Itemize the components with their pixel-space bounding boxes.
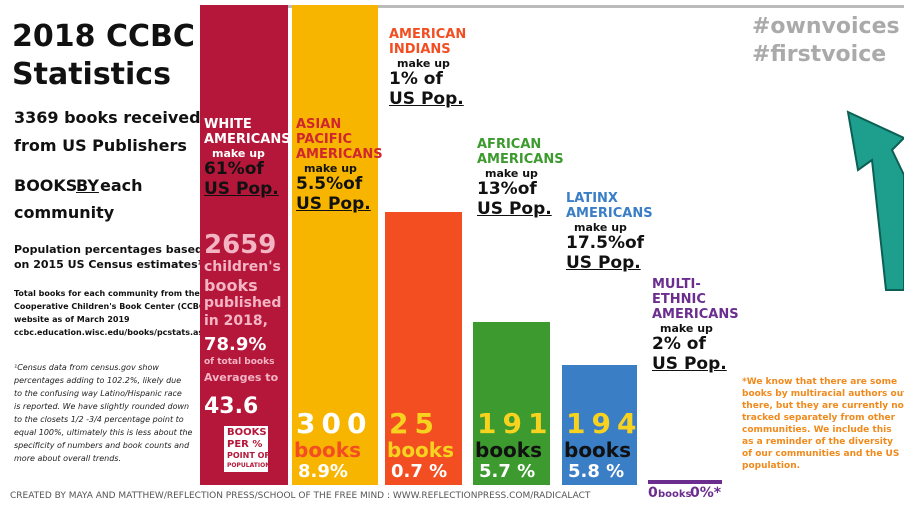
books-stat: children's: [204, 260, 281, 274]
population-percent: 17.5%of: [566, 235, 644, 252]
totals-note: Cooperative Children's Book Center (CCBC…: [14, 303, 208, 311]
make-up: make up: [574, 222, 627, 233]
books-stat: 2659: [204, 232, 276, 258]
group-name: AFRICAN: [477, 138, 541, 151]
books-word: books: [475, 440, 542, 460]
group-name: INDIANS: [389, 43, 451, 56]
census-note: Population percentages based: [14, 244, 203, 255]
population-percent: 2% of: [652, 336, 706, 353]
title: Statistics: [12, 60, 171, 90]
book-share: 0.7 %: [391, 463, 447, 481]
group-name: AMERICANS: [204, 133, 291, 146]
footnote: to the confusing way Latino/Hispanic rac…: [14, 390, 182, 398]
footnote: to the closets 1/2 -3/4 percentage point…: [14, 416, 184, 424]
group-name: AMERICANS: [652, 308, 739, 321]
book-count: 25: [389, 410, 440, 438]
book-count: 0: [648, 486, 658, 500]
totals-note: Total books for each community from the: [14, 290, 200, 298]
by-label: each: [100, 178, 143, 194]
population-percent: 61%of: [204, 161, 264, 178]
census-note: on 2015 US Census estimates¹: [14, 259, 202, 270]
books-stat: Averages to: [204, 372, 278, 383]
books-word: books: [387, 440, 454, 460]
population-label: US Pop.: [566, 255, 641, 272]
books-stat: in 2018,: [204, 314, 268, 328]
books-word: books: [564, 440, 631, 460]
population-percent: 5.5%of: [296, 176, 362, 193]
footnote: more about overall trends.: [14, 455, 121, 463]
book-share: 0%*: [690, 486, 721, 500]
note: there, but they are currently not: [742, 402, 904, 411]
books-stat: 43.6: [204, 396, 258, 418]
make-up: make up: [485, 168, 538, 179]
book-share: 5.7 %: [479, 463, 535, 481]
book-count: 300: [296, 410, 372, 438]
by-label: BOOKS: [14, 178, 77, 194]
books-word: books: [294, 440, 361, 460]
books-stat: books: [204, 278, 258, 294]
credit: CREATED BY MAYA AND MATTHEW/REFLECTION P…: [10, 492, 590, 501]
group-name: WHITE: [204, 118, 252, 131]
books-stat: 78.9%: [204, 336, 266, 354]
note: *We know that there are some: [742, 378, 897, 387]
footnote: percentages adding to 102.2%, likely due: [14, 377, 181, 385]
note: as a reminder of the diversity: [742, 438, 893, 447]
note: population.: [742, 462, 800, 471]
book-count: 191: [477, 410, 553, 438]
note: tracked separately from other: [742, 414, 895, 423]
footnote: equal 100%, ultimately this is less abou…: [14, 429, 192, 437]
by-label: BY: [76, 178, 99, 194]
population-percent: 1% of: [389, 71, 443, 88]
group-name: AMERICANS: [566, 207, 653, 220]
books-stat: of total books: [204, 358, 274, 367]
received: from US Publishers: [14, 138, 187, 154]
footnote: is reported. We have slightly rounded do…: [14, 403, 189, 411]
book-share: 8.9%: [298, 463, 348, 481]
group-name: LATINX: [566, 192, 618, 205]
totals-note: website as of March 2019: [14, 316, 130, 324]
bar: [648, 480, 722, 484]
population-label: US Pop.: [652, 356, 727, 373]
books-stat: POPULATION: [227, 463, 270, 469]
population-label: US Pop.: [204, 181, 279, 198]
make-up: make up: [660, 323, 713, 334]
infographic: 2018 CCBC Statistics 3369 books received fr…: [0, 0, 904, 508]
population-label: US Pop.: [477, 201, 552, 218]
books-stat: BOOKS: [227, 428, 267, 438]
note: of our communities and the US: [742, 450, 899, 459]
footnote: specificity of numbers and book counts a…: [14, 442, 189, 450]
books-stat: PER %: [227, 440, 262, 450]
note: communities. We include this: [742, 426, 892, 435]
population-label: US Pop.: [296, 196, 371, 213]
book-share: 5.8 %: [568, 463, 624, 481]
by-label: community: [14, 205, 114, 221]
population-label: US Pop.: [389, 91, 464, 108]
group-name: AMERICAN: [389, 28, 466, 41]
footnote: ¹Census data from census.gov show: [14, 364, 159, 372]
group-name: ASIAN: [296, 118, 341, 131]
totals-note: ccbc.education.wisc.edu/books/pcstats.as…: [14, 329, 209, 337]
make-up: make up: [212, 148, 265, 159]
population-percent: 13%of: [477, 181, 537, 198]
group-name: PACIFIC: [296, 133, 352, 146]
books-stat: POINT OF: [227, 452, 270, 460]
make-up: make up: [304, 163, 357, 174]
note: books by multiracial authors out: [742, 390, 904, 399]
books-stat: published: [204, 296, 281, 310]
book-count: 194: [566, 410, 642, 438]
books-word: books: [658, 490, 692, 500]
make-up: make up: [397, 58, 450, 69]
hashtag: #firstvoice: [752, 44, 886, 66]
hashtag: #ownvoices: [752, 16, 900, 38]
received: 3369 books received: [14, 110, 201, 126]
group-name: AMERICANS: [296, 148, 383, 161]
group-name: ETHNIC: [652, 293, 706, 306]
group-name: AMERICANS: [477, 153, 564, 166]
group-name: MULTI-: [652, 278, 701, 291]
title: 2018 CCBC: [12, 22, 195, 52]
